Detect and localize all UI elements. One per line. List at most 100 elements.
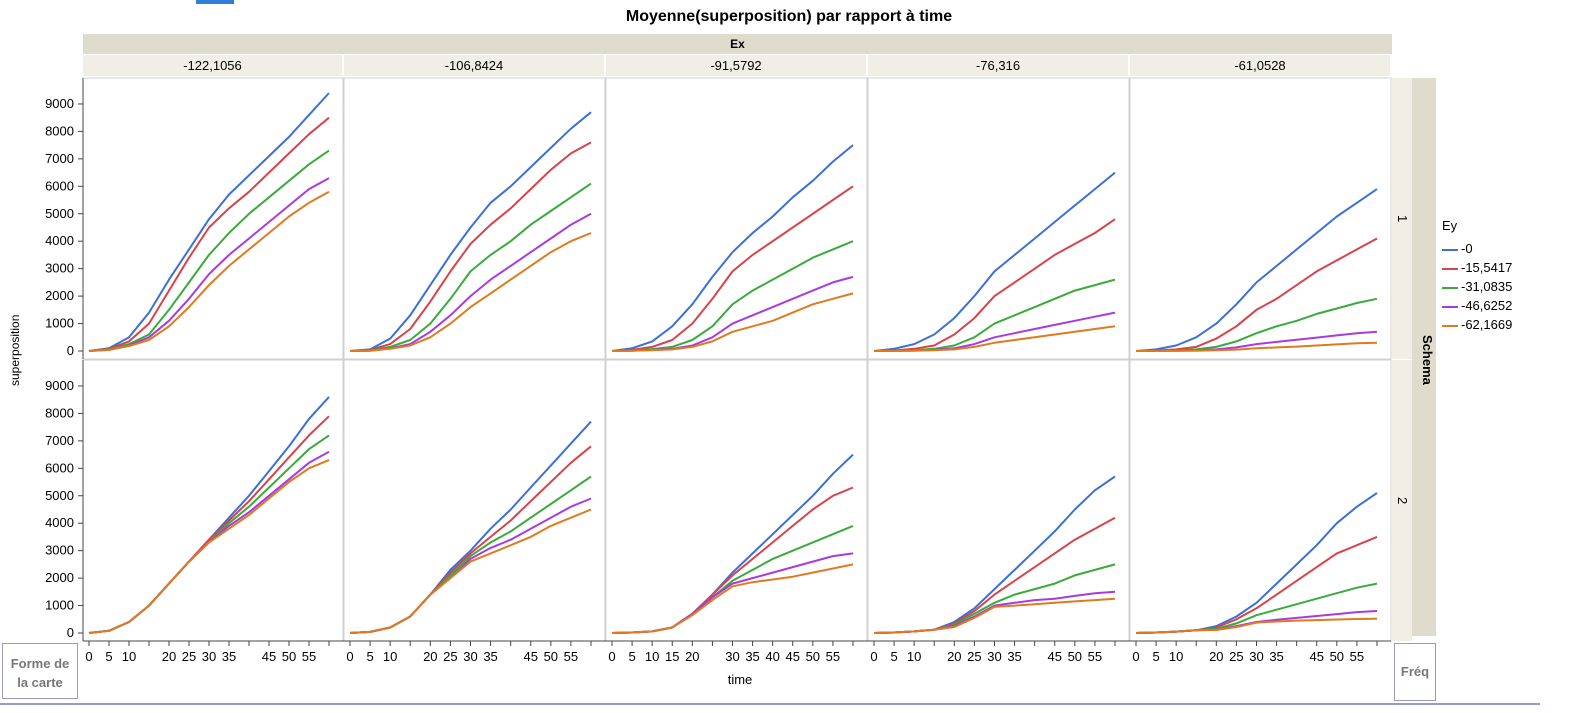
map-shape-label-1: Forme de [10,656,70,671]
x-tick-label: 10 [907,649,921,664]
y-tick-label: 2000 [45,288,74,303]
x-tick-label: 0 [870,649,877,664]
x-tick-label: 40 [765,649,779,664]
series-line--15,5417 [88,415,330,634]
x-tick-label: 20 [685,649,699,664]
panel-frame [1129,77,1392,360]
series-line--31,0835 [873,563,1116,634]
series-line--15,5417 [873,516,1116,634]
x-tick-label: 45 [262,649,276,664]
series-line--15,5417 [349,141,592,352]
x-tick-label: 45 [1310,649,1324,664]
y-tick-label: 3000 [45,543,74,558]
x-tick-label: 35 [222,649,236,664]
y-tick-label: 4000 [45,233,74,248]
column-header: -61,0528 [1130,55,1390,76]
y-tick-label: 0 [67,625,74,640]
row-label: 1 [1392,78,1412,359]
column-header: -106,8424 [344,55,604,76]
series-line--46,6252 [349,212,592,352]
frequency-button[interactable]: Fréq [1394,643,1436,701]
x-tick-label: 20 [423,649,437,664]
x-tick-label: 35 [483,649,497,664]
x-tick-label: 35 [1269,649,1283,664]
x-tick-label: 0 [85,649,92,664]
y-tick-label: 6000 [45,460,74,475]
y-tick-label: 2000 [45,570,74,585]
series-line--46,6252 [611,275,854,352]
x-tick-label: 55 [302,649,316,664]
legend-label: -46,6252 [1461,298,1513,313]
map-shape-label-2: la carte [17,675,63,690]
series-line--31,0835 [873,278,1116,352]
x-tick-label: 5 [105,649,112,664]
y-tick-label: 7000 [45,433,74,448]
x-tick-label: 45 [786,649,800,664]
x-tick-label: 45 [524,649,538,664]
series-line--62,1669 [88,459,330,634]
legend-item[interactable]: -0 [1442,240,1473,258]
x-tick-label: 35 [1007,649,1021,664]
series-line--0 [611,453,854,634]
x-tick-label: 5 [366,649,373,664]
y-tick-label: 7000 [45,151,74,166]
column-header: -76,316 [868,55,1128,76]
series-line--62,1669 [349,508,592,634]
legend-swatch [1442,324,1458,327]
y-tick-label: 9000 [45,378,74,393]
x-tick-label: 45 [1048,649,1062,664]
series-line--46,6252 [349,497,592,634]
series-line--62,1669 [611,563,854,634]
panel-frame [343,77,606,360]
legend-item[interactable]: -15,5417 [1442,259,1512,277]
y-tick-label: 3000 [45,261,74,276]
series-line--0 [88,396,330,634]
x-tick-label: 5 [1152,649,1159,664]
legend-swatch [1442,305,1458,308]
x-tick-label: 20 [1209,649,1223,664]
x-tick-label: 20 [162,649,176,664]
map-shape-button[interactable]: Forme de la carte [2,643,78,699]
legend-swatch [1442,267,1458,270]
y-tick-label: 5000 [45,206,74,221]
series-line--15,5417 [611,185,854,352]
legend-label: -62,1669 [1461,317,1513,332]
series-line--15,5417 [88,116,330,352]
series-line--46,6252 [88,177,330,352]
x-tick-label: 50 [544,649,558,664]
x-tick-label: 25 [967,649,981,664]
x-tick-label: 30 [1249,649,1263,664]
legend-swatch [1442,286,1458,289]
series-line--0 [349,111,592,352]
x-tick-label: 25 [443,649,457,664]
legend-item[interactable]: -46,6252 [1442,297,1512,315]
series-line--0 [88,92,330,352]
row-group-header: Schema [1420,335,1435,385]
series-line--31,0835 [88,149,330,352]
x-tick-label: 30 [725,649,739,664]
x-tick-label: 5 [890,649,897,664]
x-tick-label: 10 [383,649,397,664]
chart-title: Moyenne(superposition) par rapport à tim… [625,8,953,25]
column-group-header: Ex [83,34,1392,54]
x-tick-label: 20 [947,649,961,664]
y-tick-label: 1000 [45,598,74,613]
column-header: -91,5792 [606,55,866,76]
series-line--62,1669 [873,325,1116,352]
y-tick-label: 8000 [45,405,74,420]
series-line--31,0835 [611,240,854,352]
series-line--62,1669 [1135,341,1378,352]
legend-item[interactable]: -62,1669 [1442,316,1512,334]
series-line--62,1669 [611,292,854,352]
series-line--46,6252 [873,590,1116,634]
x-tick-label: 35 [745,649,759,664]
series-line--0 [1135,188,1378,352]
x-tick-label: 30 [987,649,1001,664]
column-header: -122,1056 [83,55,342,76]
x-tick-label: 30 [463,649,477,664]
x-tick-label: 10 [645,649,659,664]
y-tick-label: 9000 [45,96,74,111]
panel-frame [867,359,1130,642]
legend-item[interactable]: -31,0835 [1442,278,1512,296]
